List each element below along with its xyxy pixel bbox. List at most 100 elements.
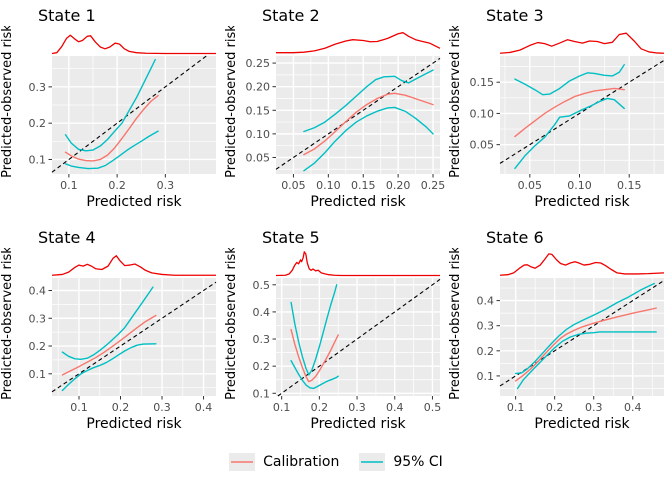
ci-upper-curve bbox=[61, 286, 154, 361]
plot-title: State 4 bbox=[38, 228, 96, 247]
ci-upper-curve bbox=[514, 64, 625, 96]
ci-upper-curve bbox=[290, 284, 338, 376]
y-tick-label: 0.5 bbox=[253, 279, 271, 292]
identity-line bbox=[277, 278, 441, 397]
y-tick-label: 0.20 bbox=[246, 81, 271, 94]
x-tick-label: 0.10 bbox=[316, 179, 341, 192]
x-tick-label: 0.1 bbox=[273, 401, 291, 414]
x-axis-title: Predicted risk bbox=[86, 416, 182, 432]
y-tick-label: 0.2 bbox=[253, 360, 271, 373]
x-tick-label: 0.3 bbox=[585, 401, 603, 414]
x-tick-label: 0.1 bbox=[60, 179, 78, 192]
major-gridlines bbox=[276, 278, 440, 396]
plot-title: State 2 bbox=[262, 6, 320, 25]
x-tick-label: 0.1 bbox=[507, 401, 524, 414]
tick-marks bbox=[48, 86, 166, 178]
y-tick-label: 0.1 bbox=[29, 153, 47, 166]
plot-canvas: 0.1 0.2 0.3 0.4 0.1 0.2 0.3 0.4 Predicted risk Pr… bbox=[0, 248, 217, 432]
density-curve bbox=[499, 253, 665, 276]
x-tick-label: 0.1 bbox=[70, 401, 88, 414]
y-tick-label: 0.3 bbox=[29, 312, 47, 325]
minor-gridlines bbox=[276, 56, 440, 174]
y-axis-title: Predicted-observed risk bbox=[448, 248, 463, 400]
plot-canvas: 0.05 0.10 0.15 0.05 0.10 0.15 Predicted risk Pr… bbox=[448, 26, 665, 210]
x-axis-title: Predicted risk bbox=[534, 194, 630, 210]
legend-item-calibration: Calibration bbox=[229, 453, 339, 471]
identity-line bbox=[275, 57, 441, 170]
panel-background bbox=[276, 278, 440, 396]
ci-lower-curve bbox=[514, 97, 625, 170]
x-tick-label: 0.4 bbox=[386, 401, 404, 414]
x-tick-label: 0.4 bbox=[195, 401, 213, 414]
subplot-state-5: State 5 0.1 0.2 0.3 0.4 0.5 0.1 0.2 0.3 0.4 0.5 Pr… bbox=[224, 222, 448, 444]
tick-marks bbox=[48, 289, 205, 400]
minor-gridlines bbox=[500, 56, 664, 174]
y-tick-label: 0.10 bbox=[470, 107, 495, 120]
identity-line bbox=[51, 281, 217, 393]
plot-canvas: 0.05 0.10 0.15 0.20 0.25 0.05 0.10 0.15 0.20 0.25… bbox=[224, 26, 446, 210]
x-axis-title: Predicted risk bbox=[534, 416, 630, 432]
y-tick-label: 0.3 bbox=[253, 333, 271, 346]
major-gridlines bbox=[500, 278, 664, 396]
ci-lower-curve bbox=[303, 106, 434, 172]
density-curve bbox=[51, 255, 216, 276]
major-gridlines bbox=[276, 56, 440, 174]
x-axis-title: Predicted risk bbox=[86, 194, 182, 210]
identity-line bbox=[499, 280, 665, 387]
density-curve bbox=[275, 251, 440, 277]
plot-grid: State 1 0.1 0.2 0.3 0.1 0.2 0.3 Predicted risk… bbox=[0, 0, 672, 444]
ci-lower-curve bbox=[61, 343, 157, 392]
x-tick-label: 0.3 bbox=[348, 401, 366, 414]
x-tick-label: 0.2 bbox=[112, 401, 130, 414]
identity-line bbox=[499, 59, 665, 164]
panel-background bbox=[52, 56, 216, 174]
ci-lower-curve bbox=[64, 130, 159, 170]
y-tick-label: 0.10 bbox=[246, 128, 271, 141]
density-curve bbox=[499, 32, 665, 54]
x-tick-label: 0.2 bbox=[546, 401, 564, 414]
legend-label: Calibration bbox=[263, 454, 340, 470]
ci-lower-curve bbox=[516, 331, 657, 390]
plot-canvas: 0.1 0.2 0.3 0.4 0.1 0.2 0.3 0.4 Predicted risk Pr… bbox=[448, 248, 665, 432]
y-tick-label: 0.05 bbox=[246, 151, 271, 164]
x-tick-label: 0.3 bbox=[153, 401, 171, 414]
subplot-state-3: State 3 0.05 0.10 0.15 0.05 0.10 0.15 Predicte… bbox=[448, 0, 672, 222]
tick-marks bbox=[272, 284, 433, 400]
calibration-line-key-icon bbox=[229, 453, 256, 471]
x-tick-label: 0.4 bbox=[624, 401, 642, 414]
x-tick-label: 0.20 bbox=[386, 179, 411, 192]
ci-upper-curve bbox=[514, 282, 655, 375]
y-tick-label: 0.4 bbox=[29, 284, 47, 297]
y-tick-label: 0.4 bbox=[253, 306, 271, 319]
legend-item-ci: 95% CI bbox=[359, 453, 443, 471]
plot-title: State 6 bbox=[486, 228, 544, 247]
y-tick-label: 0.15 bbox=[246, 104, 271, 117]
y-tick-label: 0.4 bbox=[477, 295, 495, 308]
y-tick-label: 0.2 bbox=[477, 345, 495, 358]
y-tick-label: 0.05 bbox=[470, 139, 495, 152]
subplot-state-6: State 6 0.1 0.2 0.3 0.4 0.1 0.2 0.3 0.4 Predicte… bbox=[448, 222, 672, 444]
ci-upper-curve bbox=[303, 69, 434, 133]
x-tick-label: 0.2 bbox=[311, 401, 329, 414]
x-tick-label: 0.25 bbox=[421, 179, 446, 192]
plot-canvas: 0.1 0.2 0.3 0.4 0.5 0.1 0.2 0.3 0.4 0.5 Predicted … bbox=[224, 248, 441, 432]
x-tick-label: 0.05 bbox=[518, 179, 543, 192]
y-axis-title: Predicted-observed risk bbox=[224, 248, 239, 400]
y-tick-label: 0.25 bbox=[246, 57, 271, 70]
subplot-state-4: State 4 0.1 0.2 0.3 0.4 0.1 0.2 0.3 0.4 Predicte… bbox=[0, 222, 224, 444]
ci-upper-curve bbox=[64, 58, 156, 152]
calibration-curve bbox=[61, 314, 157, 376]
y-axis-title: Predicted-observed risk bbox=[224, 26, 239, 178]
density-curve bbox=[276, 32, 441, 54]
y-axis-title: Predicted-observed risk bbox=[448, 26, 463, 178]
x-tick-label: 0.2 bbox=[108, 179, 126, 192]
calibration-curve bbox=[64, 94, 159, 162]
calibration-curve bbox=[514, 87, 625, 138]
major-gridlines bbox=[52, 56, 216, 174]
x-tick-label: 0.05 bbox=[281, 179, 306, 192]
calibration-curve bbox=[514, 307, 657, 382]
tick-marks bbox=[496, 81, 630, 178]
plot-title: State 5 bbox=[262, 228, 320, 247]
ci-lower-curve bbox=[290, 360, 339, 390]
